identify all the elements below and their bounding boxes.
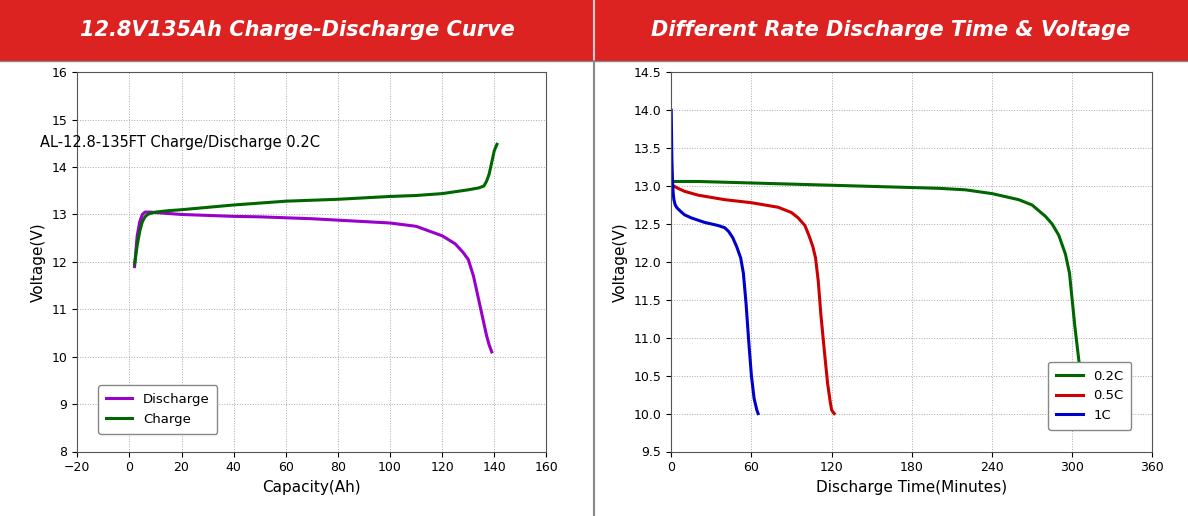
Legend: 0.2C, 0.5C, 1C: 0.2C, 0.5C, 1C — [1048, 362, 1131, 430]
Text: Different Rate Discharge Time & Voltage: Different Rate Discharge Time & Voltage — [651, 21, 1131, 40]
Y-axis label: Voltage(V): Voltage(V) — [613, 222, 628, 302]
X-axis label: Capacity(Ah): Capacity(Ah) — [263, 480, 361, 495]
X-axis label: Discharge Time(Minutes): Discharge Time(Minutes) — [816, 480, 1007, 495]
Legend: Discharge, Charge: Discharge, Charge — [97, 385, 217, 433]
Text: AL-12.8-135FT Charge/Discharge 0.2C: AL-12.8-135FT Charge/Discharge 0.2C — [39, 135, 320, 150]
Text: 12.8V135Ah Charge-Discharge Curve: 12.8V135Ah Charge-Discharge Curve — [80, 21, 514, 40]
Y-axis label: Voltage(V): Voltage(V) — [31, 222, 46, 302]
